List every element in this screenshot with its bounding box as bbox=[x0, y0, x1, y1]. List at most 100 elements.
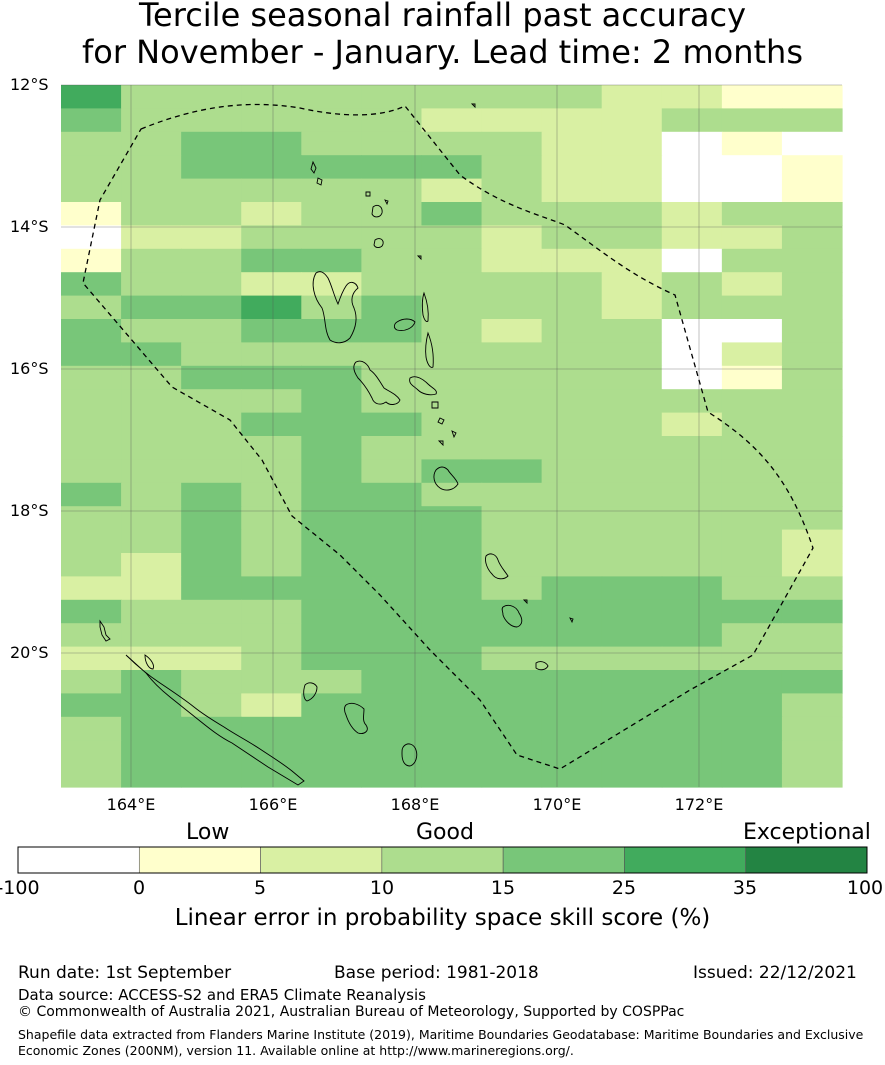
grid-cell bbox=[721, 576, 783, 601]
grid-cell bbox=[721, 763, 783, 788]
grid-cell bbox=[61, 646, 122, 671]
legend-tick: 10 bbox=[369, 877, 395, 899]
grid-cell bbox=[661, 85, 723, 109]
grid-cell bbox=[541, 482, 603, 507]
grid-cell bbox=[121, 365, 182, 390]
grid-cell bbox=[481, 155, 543, 180]
grid-cell bbox=[421, 178, 483, 203]
legend-tick: 100 bbox=[846, 877, 884, 899]
grid-cell bbox=[361, 178, 423, 203]
island bbox=[303, 682, 318, 702]
grid-cell bbox=[361, 670, 423, 694]
grid-cell bbox=[721, 529, 783, 554]
grid-cell bbox=[661, 576, 723, 601]
grid-cell bbox=[121, 295, 182, 320]
grid-cell bbox=[121, 225, 182, 250]
grid-cell bbox=[541, 763, 603, 788]
grid-cell bbox=[61, 693, 122, 718]
grid-cell bbox=[121, 131, 182, 156]
grid-cell bbox=[601, 248, 663, 273]
grid-cell bbox=[61, 319, 122, 343]
grid-cell bbox=[421, 529, 483, 554]
grid-cell bbox=[601, 178, 663, 203]
grid-cell bbox=[361, 248, 423, 273]
grid-cell bbox=[121, 506, 182, 531]
legend-category-good: Good bbox=[416, 820, 474, 845]
grid-cell bbox=[121, 389, 182, 414]
grid-cell bbox=[181, 646, 242, 671]
grid-cell bbox=[121, 459, 182, 484]
grid-cell bbox=[421, 670, 483, 694]
grid-cell bbox=[361, 85, 423, 109]
grid-cell bbox=[61, 248, 122, 273]
grid-cell bbox=[181, 716, 242, 741]
grid-cell bbox=[61, 716, 122, 741]
grid-cell bbox=[241, 482, 302, 507]
grid-cell bbox=[481, 482, 543, 507]
grid-cell bbox=[181, 202, 242, 226]
grid-cell bbox=[601, 131, 663, 156]
lon-label-170e: 170°E bbox=[532, 795, 582, 814]
grid-cell bbox=[781, 459, 843, 484]
grid-cell bbox=[241, 553, 302, 577]
grid-cell bbox=[781, 248, 843, 273]
grid-cell bbox=[601, 459, 663, 484]
grid-cell bbox=[301, 599, 362, 624]
grid-cell bbox=[541, 740, 603, 765]
grid-cell bbox=[721, 295, 783, 320]
grid-cell bbox=[601, 389, 663, 414]
grid-cell bbox=[541, 295, 603, 320]
grid-cell bbox=[121, 482, 182, 507]
grid-cell bbox=[361, 365, 423, 390]
grid-cell bbox=[361, 295, 423, 320]
grid-cell bbox=[721, 436, 783, 460]
grid-cell bbox=[781, 740, 843, 765]
grid-cell bbox=[601, 482, 663, 507]
grid-cell bbox=[601, 670, 663, 694]
grid-cell bbox=[241, 670, 302, 694]
grid-cell bbox=[181, 178, 242, 203]
grid-cell bbox=[301, 646, 362, 671]
grid-cell bbox=[721, 342, 783, 367]
island bbox=[144, 654, 154, 670]
grid-cell bbox=[541, 248, 603, 273]
grid-cell bbox=[181, 108, 242, 133]
grid-cell bbox=[661, 763, 723, 788]
grid-cell bbox=[301, 365, 362, 390]
grid-cell bbox=[241, 412, 302, 437]
colorbar-bin bbox=[381, 846, 504, 874]
grid-cell bbox=[601, 108, 663, 133]
grid-cell bbox=[421, 623, 483, 648]
grid-cell bbox=[181, 295, 242, 320]
grid-cell bbox=[61, 623, 122, 648]
grid-cell bbox=[661, 319, 723, 343]
grid-cell bbox=[481, 248, 543, 273]
grid-cell bbox=[121, 436, 182, 460]
grid-cell bbox=[361, 693, 423, 718]
grid-cell bbox=[721, 85, 783, 109]
grid-cell bbox=[241, 319, 302, 343]
grid-cell bbox=[241, 576, 302, 601]
grid-cell bbox=[241, 202, 302, 226]
grid-cell bbox=[181, 436, 242, 460]
skill-score-grid bbox=[61, 85, 843, 788]
grid-cell bbox=[481, 599, 543, 624]
map-title-line-1: Tercile seasonal rainfall past accuracy bbox=[138, 0, 747, 34]
grid-cell bbox=[661, 693, 723, 718]
grid-cell bbox=[61, 202, 122, 226]
grid-cell bbox=[661, 365, 723, 390]
grid-cell bbox=[721, 389, 783, 414]
grid-cell bbox=[61, 459, 122, 484]
grid-cell bbox=[181, 272, 242, 297]
grid-cell bbox=[541, 389, 603, 414]
eez-boundary bbox=[82, 103, 814, 770]
grid-cell bbox=[361, 342, 423, 367]
grid-cell bbox=[481, 365, 543, 390]
grid-cell bbox=[601, 225, 663, 250]
island bbox=[99, 619, 111, 642]
grid-cell bbox=[541, 623, 603, 648]
grid-cell bbox=[181, 225, 242, 250]
grid-cell bbox=[781, 131, 843, 156]
grid-cell bbox=[601, 436, 663, 460]
grid-cell bbox=[781, 693, 843, 718]
